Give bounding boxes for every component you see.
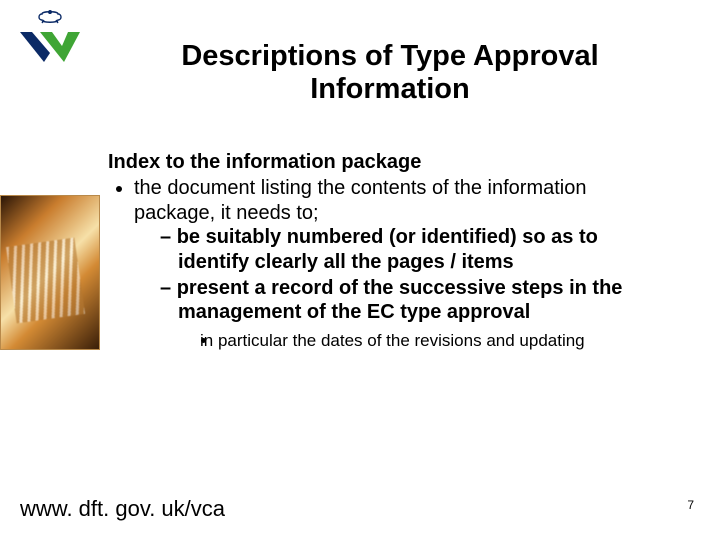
bullet-lvl1: the document listing the contents of the… [134, 176, 668, 351]
slide-title: Descriptions of Type Approval Informatio… [120, 40, 660, 107]
bullet-text: present a record of the successive steps… [177, 277, 623, 323]
subheading: Index to the information package [108, 150, 668, 174]
page-number: 7 [687, 498, 694, 512]
bullet-lvl2: be suitably numbered (or identified) so … [160, 225, 668, 274]
bullet-text: the document listing the contents of the… [134, 177, 587, 223]
bullet-lvl2: present a record of the successive steps… [160, 276, 668, 352]
bullet-text: be suitably numbered (or identified) so … [177, 226, 598, 272]
bullet-lvl3: in particular the dates of the revisions… [218, 331, 668, 352]
body-content: Index to the information package the doc… [108, 150, 668, 353]
vca-logo [14, 10, 86, 72]
slide: Descriptions of Type Approval Informatio… [0, 0, 720, 540]
footer-url: www. dft. gov. uk/vca [20, 496, 225, 522]
files-image [0, 195, 100, 350]
